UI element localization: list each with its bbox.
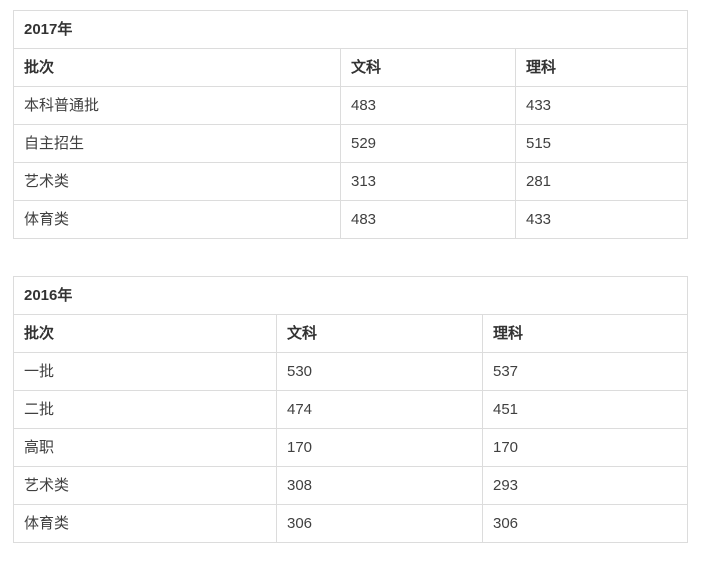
column-header-liberal-arts: 文科: [276, 314, 483, 353]
table-title-2016: 2016年: [12, 276, 689, 315]
table-row: 体育类 483 433: [13, 200, 689, 239]
column-header-batch: 批次: [13, 48, 341, 87]
batch-name-cell: 自主招生: [13, 124, 341, 163]
science-score-cell: 170: [481, 428, 689, 467]
science-score-cell: 515: [514, 124, 689, 163]
batch-name-cell: 高职: [13, 428, 277, 467]
liberal-arts-score-cell: 474: [276, 390, 483, 429]
liberal-arts-score-cell: 529: [340, 124, 516, 163]
table-title-2017: 2017年: [12, 10, 689, 49]
table-row: 本科普通批 483 433: [13, 86, 689, 125]
score-table-2017: 2017年 批次 文科 理科 本科普通批 483 433 自主招生 529 51…: [12, 10, 689, 239]
batch-name-cell: 艺术类: [13, 466, 277, 505]
science-score-cell: 433: [514, 200, 689, 239]
liberal-arts-score-cell: 483: [340, 86, 516, 125]
science-score-cell: 451: [481, 390, 689, 429]
batch-name-cell: 二批: [13, 390, 277, 429]
batch-name-cell: 本科普通批: [13, 86, 341, 125]
table-header-row: 批次 文科 理科: [13, 314, 689, 353]
liberal-arts-score-cell: 530: [276, 352, 483, 391]
table-title-row: 2016年: [12, 276, 689, 315]
table-row: 艺术类 308 293: [13, 466, 689, 505]
liberal-arts-score-cell: 483: [340, 200, 516, 239]
liberal-arts-score-cell: 170: [276, 428, 483, 467]
table-row: 自主招生 529 515: [13, 124, 689, 163]
science-score-cell: 293: [481, 466, 689, 505]
batch-name-cell: 艺术类: [13, 162, 341, 201]
table-row: 体育类 306 306: [13, 504, 689, 543]
table-row: 艺术类 313 281: [13, 162, 689, 201]
science-score-cell: 537: [481, 352, 689, 391]
table-row: 二批 474 451: [13, 390, 689, 429]
science-score-cell: 281: [514, 162, 689, 201]
liberal-arts-score-cell: 306: [276, 504, 483, 543]
column-header-science: 理科: [481, 314, 689, 353]
table-header-row: 批次 文科 理科: [13, 48, 689, 87]
table-row: 高职 170 170: [13, 428, 689, 467]
column-header-batch: 批次: [13, 314, 277, 353]
score-table-2016: 2016年 批次 文科 理科 一批 530 537 二批 474 451 高职 …: [12, 276, 689, 543]
column-header-science: 理科: [514, 48, 689, 87]
batch-name-cell: 一批: [13, 352, 277, 391]
batch-name-cell: 体育类: [13, 200, 341, 239]
liberal-arts-score-cell: 308: [276, 466, 483, 505]
column-header-liberal-arts: 文科: [340, 48, 516, 87]
science-score-cell: 306: [481, 504, 689, 543]
science-score-cell: 433: [514, 86, 689, 125]
liberal-arts-score-cell: 313: [340, 162, 516, 201]
table-row: 一批 530 537: [13, 352, 689, 391]
batch-name-cell: 体育类: [13, 504, 277, 543]
table-title-row: 2017年: [12, 10, 689, 49]
